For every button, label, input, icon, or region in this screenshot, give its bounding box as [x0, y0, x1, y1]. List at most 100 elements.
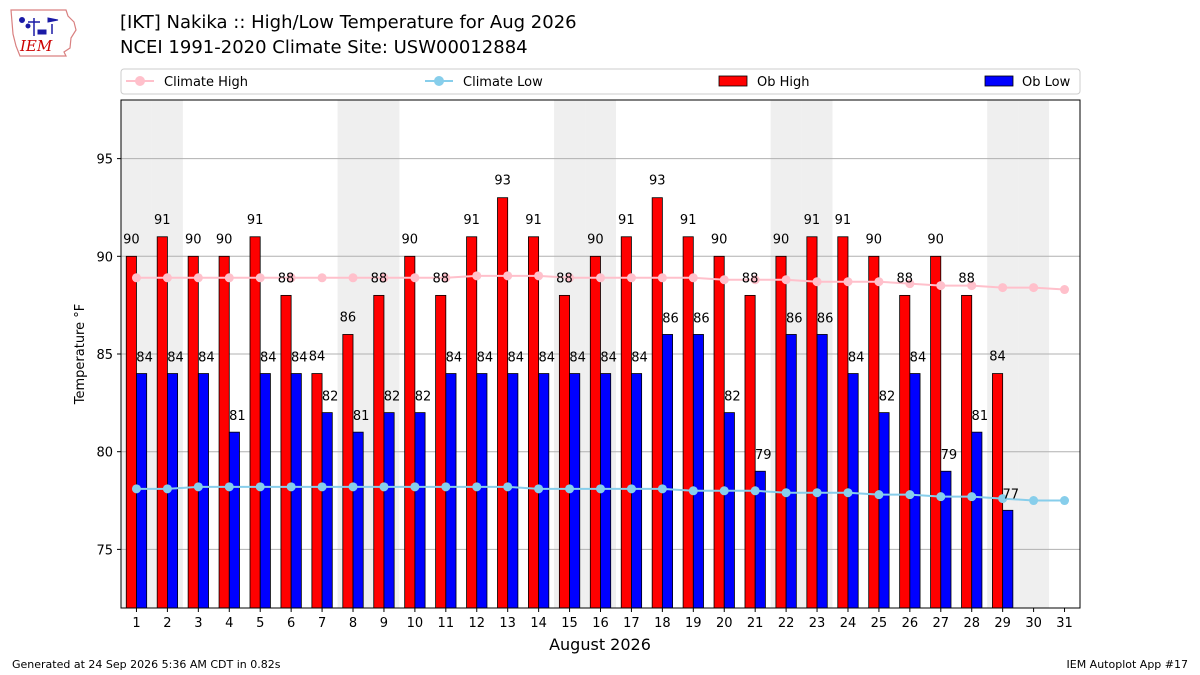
- ob-low-bar-day-23: [816, 334, 828, 609]
- ob-high-label-day-18: 93: [649, 174, 666, 189]
- ob-high-bar-day-19: [682, 236, 694, 609]
- ob-high-bar-day-10: [404, 255, 416, 609]
- climate-low-point-day-6: [286, 482, 296, 492]
- ob-high-label-day-3: 90: [185, 232, 202, 247]
- ob-low-bar-day-4: [228, 431, 240, 609]
- x-tick-label-18: 18: [654, 616, 671, 631]
- ob-high-label-day-5: 91: [247, 213, 264, 228]
- climate-high-point-day-8: [348, 273, 358, 283]
- climate-high-point-day-11: [441, 273, 451, 283]
- x-axis-label: August 2026: [549, 635, 651, 654]
- ob-high-label-day-15: 88: [556, 271, 573, 286]
- climate-high-point-day-20: [719, 275, 729, 285]
- weather-instruments-icon: [19, 17, 59, 36]
- ob-high-label-day-24: 91: [835, 213, 852, 228]
- ob-high-bar-day-9: [373, 294, 385, 609]
- climate-low-point-day-22: [781, 488, 791, 498]
- y-tick-label-80: 80: [96, 446, 113, 461]
- y-axis-label: Temperature °F: [73, 304, 88, 405]
- ob-high-bar-day-26: [899, 294, 911, 609]
- x-tick-label-2: 2: [163, 616, 171, 631]
- ob-low-label-day-12: 84: [477, 351, 494, 366]
- climate-high-point-day-13: [503, 271, 513, 281]
- climate-low-point-day-24: [843, 488, 853, 498]
- ob-low-label-day-22: 86: [786, 311, 803, 326]
- ob-low-label-day-26: 84: [910, 351, 927, 366]
- x-tick-label-8: 8: [349, 616, 357, 631]
- x-tick-label-23: 23: [809, 616, 826, 631]
- ob-low-label-day-11: 84: [446, 351, 463, 366]
- climate-low-point-day-17: [626, 484, 636, 494]
- ob-high-bar-day-16: [589, 255, 601, 609]
- x-tick-label-7: 7: [318, 616, 326, 631]
- x-tick-label-3: 3: [194, 616, 202, 631]
- ob-low-label-day-13: 84: [508, 351, 525, 366]
- ob-high-label-day-6: 88: [278, 271, 295, 286]
- legend-label-ob-high: Ob High: [757, 75, 810, 90]
- climate-high-point-day-26: [905, 279, 915, 289]
- ob-low-label-day-18: 86: [662, 311, 679, 326]
- ob-low-label-day-20: 82: [724, 390, 741, 405]
- ob-low-bar-day-19: [692, 334, 704, 609]
- x-tick-label-24: 24: [840, 616, 857, 631]
- app-credit: IEM Autoplot App #17: [1066, 658, 1189, 671]
- ob-low-label-day-3: 84: [198, 351, 215, 366]
- chart-subtitle: NCEI 1991-2020 Climate Site: USW00012884: [120, 37, 528, 58]
- climate-low-point-day-8: [348, 482, 358, 492]
- legend: Climate High Climate Low Ob High Ob Low: [120, 68, 1081, 95]
- climate-low-point-day-30: [1029, 496, 1039, 506]
- climate-high-point-day-7: [317, 273, 327, 283]
- climate-high-point-day-3: [193, 273, 203, 283]
- climate-high-point-day-9: [379, 273, 389, 283]
- x-tick-label-19: 19: [685, 616, 702, 631]
- x-tick-label-16: 16: [592, 616, 609, 631]
- legend-climate-high: Climate High: [126, 75, 248, 90]
- ob-high-bar-day-15: [558, 294, 570, 609]
- climate-high-point-day-15: [565, 273, 575, 283]
- generated-timestamp: Generated at 24 Sep 2026 5:36 AM CDT in …: [12, 658, 281, 671]
- climate-high-point-day-4: [224, 273, 234, 283]
- logo-text: IEM: [19, 37, 53, 55]
- ob-low-label-day-1: 84: [136, 351, 153, 366]
- ob-high-label-day-14: 91: [525, 213, 542, 228]
- climate-high-point-day-2: [162, 273, 172, 283]
- ob-high-bar-day-17: [620, 236, 632, 609]
- x-tick-label-4: 4: [225, 616, 233, 631]
- ob-high-label-day-1: 90: [123, 232, 140, 247]
- ob-high-label-day-17: 91: [618, 213, 635, 228]
- ob-low-bar-day-25: [878, 412, 890, 609]
- ob-low-label-day-25: 82: [879, 390, 896, 405]
- ob-high-bar-day-4: [218, 255, 230, 609]
- ob-low-bar-day-20: [723, 412, 735, 609]
- climate-low-point-day-11: [441, 482, 451, 492]
- climate-high-point-day-6: [286, 273, 296, 283]
- ob-high-label-day-10: 90: [402, 232, 419, 247]
- ob-low-label-day-8: 81: [353, 409, 370, 424]
- ob-low-label-day-7: 82: [322, 390, 339, 405]
- ob-low-label-day-4: 81: [229, 409, 246, 424]
- ob-high-bar-day-3: [187, 255, 199, 609]
- climate-high-point-day-19: [688, 273, 698, 283]
- climate-high-point-day-27: [936, 281, 946, 291]
- ob-low-label-day-29: 77: [1002, 487, 1019, 502]
- climate-high-point-day-1: [131, 273, 141, 283]
- x-tick-label-11: 11: [438, 616, 455, 631]
- ob-high-bar-day-5: [249, 236, 261, 609]
- ob-high-label-day-2: 91: [154, 213, 171, 228]
- climate-low-point-day-2: [162, 484, 172, 494]
- y-tick-label-90: 90: [96, 250, 113, 265]
- climate-low-point-day-5: [255, 482, 265, 492]
- ob-low-bar-day-8: [352, 431, 364, 609]
- y-tick-label-75: 75: [96, 543, 113, 558]
- climate-high-point-day-5: [255, 273, 265, 283]
- climate-low-point-day-13: [503, 482, 513, 492]
- climate-low-point-day-9: [379, 482, 389, 492]
- climate-high-point-day-22: [781, 275, 791, 285]
- x-tick-label-26: 26: [902, 616, 919, 631]
- y-tick-label-85: 85: [96, 348, 113, 363]
- x-tick-label-30: 30: [1025, 616, 1042, 631]
- climate-low-point-day-15: [565, 484, 575, 494]
- ob-high-label-day-28: 88: [958, 271, 975, 286]
